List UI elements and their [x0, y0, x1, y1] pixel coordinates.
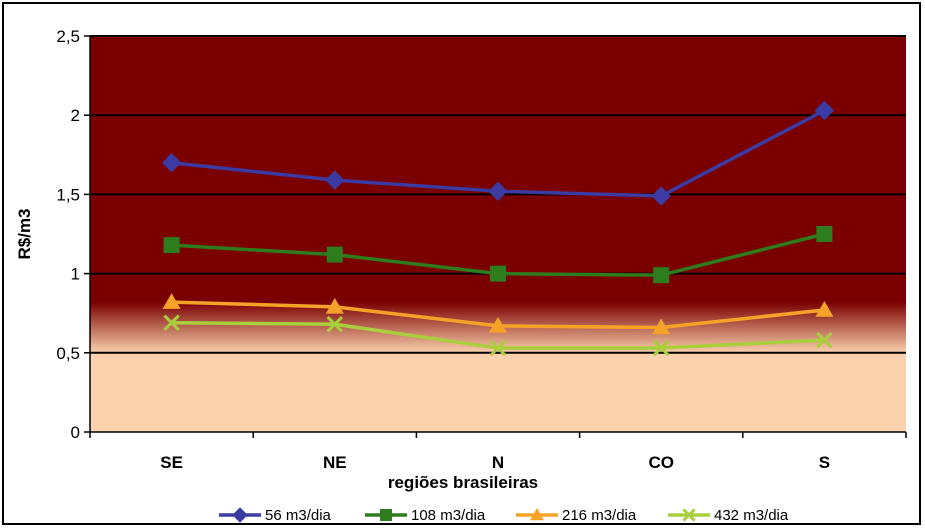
data-point [653, 267, 670, 284]
x-tick-labels: SE NE N CO S [160, 453, 830, 472]
x-axis-title: regiões brasileiras [388, 473, 538, 492]
data-point [488, 181, 508, 201]
data-point [682, 508, 696, 522]
data-point [163, 237, 180, 254]
data-point [490, 265, 506, 282]
y-tick-label: 2 [71, 106, 80, 125]
data-point [489, 339, 507, 357]
data-point [652, 318, 671, 335]
data-point [816, 331, 833, 349]
legend-item: 56 m3/dia [219, 507, 332, 524]
legend-item: 432 m3/dia [668, 507, 789, 524]
y-tick-labels: 0 0,5 1 1,5 2 2,5 [56, 27, 80, 442]
x-tick-label: CO [648, 453, 674, 472]
legend: 56 m3/dia 108 m3/dia 216 m3/dia 432 m3/dia [219, 507, 789, 524]
legend-item: 108 m3/dia [365, 507, 486, 524]
y-tick-label: 0 [71, 423, 80, 442]
data-point [380, 509, 392, 521]
series-group [161, 100, 835, 357]
y-axis-title: R$/m3 [15, 208, 34, 259]
legend-item: 216 m3/dia [516, 507, 637, 524]
data-point [325, 170, 345, 190]
y-tick-label: 2,5 [56, 27, 80, 46]
series-1 [161, 100, 835, 206]
legend-label: 432 m3/dia [714, 507, 789, 524]
plot-area-background [90, 36, 906, 432]
data-point [232, 507, 248, 523]
x-tick-label: S [819, 453, 830, 472]
data-point [652, 339, 670, 357]
data-point [161, 153, 182, 173]
legend-label: 56 m3/dia [265, 507, 332, 524]
data-point [162, 293, 181, 309]
data-point [816, 226, 833, 242]
data-point [325, 297, 344, 314]
legend-label: 108 m3/dia [411, 507, 486, 524]
data-point [815, 301, 834, 317]
data-point [163, 314, 180, 331]
x-tick-label: NE [323, 453, 347, 472]
legend-label: 216 m3/dia [562, 507, 637, 524]
y-tick-label: 1 [71, 265, 80, 284]
data-point [489, 316, 507, 333]
series-3 [162, 293, 834, 335]
data-point [530, 508, 544, 521]
series-4 [163, 314, 833, 357]
series-2 [163, 226, 833, 284]
y-tick-label: 0,5 [56, 344, 80, 363]
x-tick-label: SE [160, 453, 183, 472]
axes [84, 35, 907, 438]
x-tick-label: N [492, 453, 504, 472]
y-tick-label: 1,5 [56, 185, 80, 204]
data-point [326, 316, 344, 333]
data-point [326, 246, 343, 263]
data-point [651, 186, 671, 206]
data-point [814, 100, 835, 121]
